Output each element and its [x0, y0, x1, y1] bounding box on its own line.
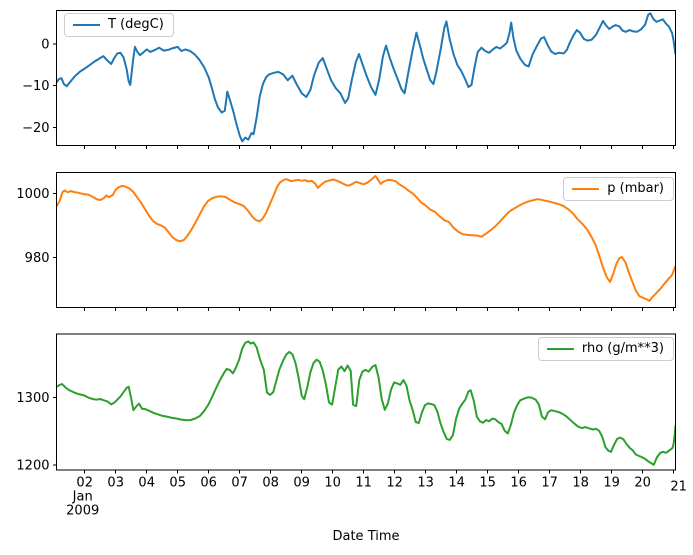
x-tick-label: 05 [169, 476, 186, 491]
legend-density-label: rho (g/m**3) [581, 341, 664, 356]
x-tick-label: 07 [231, 476, 248, 491]
temperature-subplot: 0 −10 −20 [22, 10, 676, 149]
x-axis-year-label: 2009 [66, 504, 99, 519]
x-tick-label: 09 [293, 476, 310, 491]
x-tick-label: 17 [541, 476, 558, 491]
x-tick-label: 21 [670, 480, 687, 495]
legend-temperature: T (degC) [64, 13, 174, 37]
x-tick-label: 20 [634, 476, 651, 491]
y-tick-label: 0 [41, 37, 49, 52]
x-tick-label: 18 [572, 476, 589, 491]
y-tick-label: 1000 [16, 187, 49, 202]
x-tick-label: 16 [510, 476, 527, 491]
legend-density: rho (g/m**3) [537, 337, 674, 361]
y-tick-label: 1200 [16, 458, 49, 473]
pressure-subplot: 1000 980 [16, 172, 676, 311]
x-tick-label: 15 [479, 476, 496, 491]
pressure-series-line [56, 175, 676, 302]
x-tick-label: 02 [76, 476, 93, 491]
legend-temperature-label: T (degC) [108, 17, 164, 32]
x-tick-label: 06 [200, 476, 217, 491]
density-axes-frame [56, 333, 676, 471]
y-tick-label: −10 [22, 79, 49, 94]
density-line-swatch-icon [546, 348, 574, 350]
temperature-line-swatch-icon [73, 24, 100, 26]
y-tick-label: 980 [25, 251, 50, 266]
x-tick-label: 08 [262, 476, 279, 491]
x-tick-label: 11 [355, 476, 372, 491]
x-tick-label: 10 [324, 476, 341, 491]
temperature-series-line [56, 12, 676, 143]
pressure-axes-frame [56, 172, 676, 308]
temperature-axes-frame [56, 10, 676, 146]
x-tick-label: 13 [417, 476, 434, 491]
legend-pressure-label: p (mbar) [607, 181, 664, 196]
x-tick-label: 03 [107, 476, 124, 491]
x-tick-label: 04 [138, 476, 155, 491]
x-tick-label: 19 [603, 476, 620, 491]
x-axis-month-label: Jan [72, 490, 93, 505]
x-axis-title: Date Time [332, 529, 400, 544]
y-tick-label: 1300 [16, 391, 49, 406]
x-tick-label: 12 [386, 476, 403, 491]
y-tick-label: −20 [22, 121, 49, 136]
legend-pressure: p (mbar) [563, 177, 674, 201]
density-series-line [56, 340, 676, 466]
x-tick-label: 14 [448, 476, 465, 491]
pressure-line-swatch-icon [572, 188, 600, 190]
